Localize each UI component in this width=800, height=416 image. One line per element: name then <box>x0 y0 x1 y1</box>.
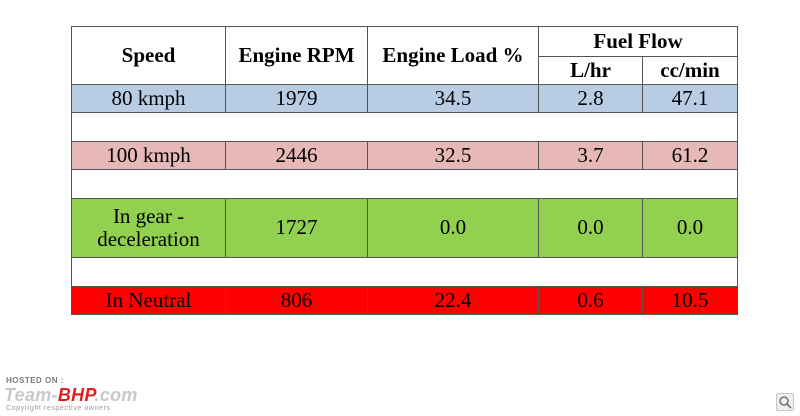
header-engine-load: Engine Load % <box>367 26 539 85</box>
cell-load: 34.5 <box>367 84 539 113</box>
fuel-flow-table: Speed Engine RPM Engine Load % Fuel Flow… <box>71 26 738 315</box>
spacer-cell <box>71 257 738 287</box>
cell-rpm: 806 <box>225 286 368 315</box>
cell-lhr: 0.0 <box>538 198 643 258</box>
brand-bhp: BHP <box>57 385 95 405</box>
header-speed: Speed <box>71 26 226 85</box>
cell-lhr: 0.6 <box>538 286 643 315</box>
cell-load: 0.0 <box>367 198 539 258</box>
zoom-button[interactable] <box>776 393 794 411</box>
cell-lhr: 3.7 <box>538 141 643 170</box>
header-cc-per-min: cc/min <box>642 56 738 85</box>
team-bhp-watermark: HOSTED ON : Team-BHP.com Copyright respe… <box>4 376 194 414</box>
spacer-row <box>71 169 738 199</box>
table-row: In Neutral 806 22.4 0.6 10.5 <box>71 286 738 315</box>
table-row: In gear - deceleration 1727 0.0 0.0 0.0 <box>71 198 738 258</box>
copyright-text: Copyright respective owners <box>6 405 111 412</box>
spacer-row <box>71 112 738 142</box>
table-row: 80 kmph 1979 34.5 2.8 47.1 <box>71 84 738 113</box>
spacer-cell <box>71 169 738 199</box>
header-fuel-flow: Fuel Flow <box>538 26 738 57</box>
header-engine-rpm: Engine RPM <box>225 26 368 85</box>
cell-rpm: 2446 <box>225 141 368 170</box>
hosted-on-label: HOSTED ON : <box>6 376 64 385</box>
cell-load: 32.5 <box>367 141 539 170</box>
header-l-per-hr: L/hr <box>538 56 643 85</box>
cell-load: 22.4 <box>367 286 539 315</box>
cell-rpm: 1727 <box>225 198 368 258</box>
spacer-cell <box>71 112 738 142</box>
cell-speed: 80 kmph <box>71 84 226 113</box>
cell-ccmin: 47.1 <box>642 84 738 113</box>
cell-ccmin: 0.0 <box>642 198 738 258</box>
cell-speed: In Neutral <box>71 286 226 315</box>
cell-ccmin: 61.2 <box>642 141 738 170</box>
brand-prefix: Team- <box>4 385 58 405</box>
cell-ccmin: 10.5 <box>642 286 738 315</box>
table-row: 100 kmph 2446 32.5 3.7 61.2 <box>71 141 738 170</box>
table-header-row: Speed Engine RPM Engine Load % Fuel Flow <box>71 26 738 85</box>
cell-rpm: 1979 <box>225 84 368 113</box>
brand-suffix: .com <box>94 385 138 405</box>
magnifier-icon <box>779 396 792 409</box>
brand-logo: Team-BHP.com <box>4 385 138 406</box>
table-subheader-row: L/hr cc/min <box>72 56 738 85</box>
cell-speed: In gear - deceleration <box>71 198 226 258</box>
spacer-row <box>71 257 738 287</box>
cell-speed: 100 kmph <box>71 141 226 170</box>
cell-lhr: 2.8 <box>538 84 643 113</box>
